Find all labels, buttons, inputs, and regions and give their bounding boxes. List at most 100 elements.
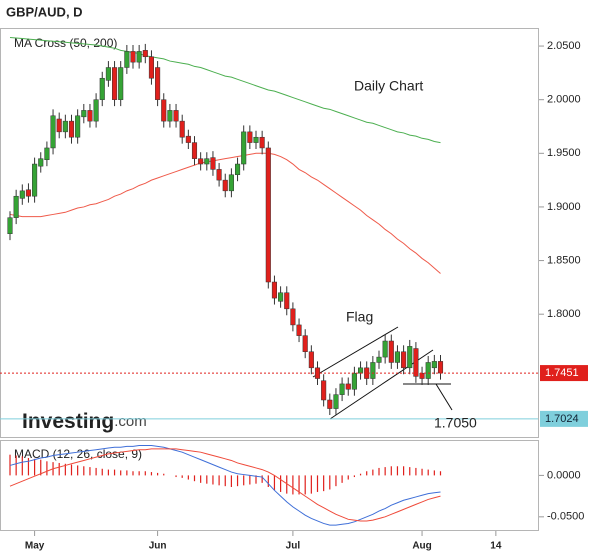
histogram-bar — [218, 475, 220, 486]
histogram-bar — [261, 475, 263, 483]
histogram-bar — [212, 475, 214, 485]
candle-body — [216, 169, 222, 181]
candle-body — [50, 115, 56, 149]
logo: Investing.com — [22, 410, 147, 433]
candle-body — [148, 56, 154, 79]
histogram-bar — [427, 469, 429, 476]
histogram-bar — [21, 456, 23, 476]
candle-body — [81, 110, 87, 118]
histogram-bar — [27, 457, 30, 476]
candle-body — [136, 51, 142, 63]
histogram-bar — [378, 467, 380, 476]
candle-body — [394, 351, 400, 363]
histogram-bar — [132, 471, 134, 476]
histogram-bar — [138, 471, 140, 476]
candle-body — [155, 67, 161, 100]
histogram-bar — [95, 467, 97, 476]
candle-body — [284, 292, 290, 310]
candle-body — [407, 346, 413, 369]
histogram-bar — [347, 475, 349, 480]
candle-body — [321, 380, 327, 401]
logo-brand: Investing — [22, 410, 114, 433]
price-label: 1.7451 — [545, 367, 579, 379]
histogram-bar — [335, 475, 337, 487]
histogram-bar — [40, 459, 42, 476]
histogram-bar — [120, 470, 122, 476]
candle-body — [185, 135, 191, 143]
candle-body — [419, 372, 425, 379]
histogram-bar — [64, 463, 66, 476]
histogram-bar — [384, 467, 386, 476]
histogram-bar — [58, 462, 60, 476]
candle-body — [388, 340, 394, 363]
candle-body — [142, 50, 148, 58]
candle-body — [339, 383, 345, 395]
candle-body — [327, 399, 333, 409]
candle-body — [382, 340, 388, 358]
price-label-box — [540, 410, 588, 427]
histogram-bar — [236, 475, 239, 487]
candle-body — [437, 361, 444, 374]
candle-body — [265, 147, 271, 283]
x-tick-label: Jun — [149, 541, 167, 552]
candle-body — [44, 147, 50, 160]
candle-body — [38, 158, 44, 167]
candle-body — [204, 158, 210, 165]
y-tick-label: 1.8000 — [547, 308, 581, 320]
histogram-bar — [310, 475, 312, 494]
candle-body — [222, 179, 228, 192]
candle-body — [7, 217, 13, 235]
candle-body — [308, 351, 314, 369]
histogram-bar — [298, 475, 300, 495]
histogram-bar — [157, 472, 159, 476]
histogram-bar — [304, 475, 306, 495]
histogram-bar — [433, 470, 435, 476]
y-tick-label: 0.0000 — [547, 469, 581, 481]
histogram-bar — [372, 469, 374, 476]
histogram-bar — [292, 475, 294, 495]
candle-body — [32, 163, 38, 197]
candle-body — [105, 67, 111, 81]
macd-panel — [0, 440, 539, 531]
y-tick-label: -0.0500 — [547, 511, 584, 523]
candle-body — [93, 99, 99, 122]
histogram-bar — [341, 475, 343, 483]
histogram-bar — [273, 475, 276, 491]
histogram-bar — [323, 475, 325, 492]
histogram-bar — [286, 475, 288, 494]
moving-average — [9, 152, 441, 274]
price-panel — [0, 28, 539, 438]
annotation: Flag — [346, 309, 373, 325]
histogram-bar — [206, 475, 208, 484]
candle-body — [173, 110, 179, 122]
candle-body — [302, 335, 308, 352]
histogram-bar — [280, 475, 282, 492]
candle-body — [278, 292, 284, 302]
annotation: 1.7050 — [434, 415, 477, 431]
candle-body — [358, 367, 364, 374]
candle-body — [333, 394, 339, 409]
histogram-bar — [396, 466, 399, 476]
y-tick-label: 1.8500 — [547, 254, 581, 266]
histogram-bar — [230, 475, 232, 487]
candle-body — [19, 190, 25, 199]
candle-body — [253, 136, 259, 143]
candle-body — [118, 67, 124, 100]
histogram-bar — [353, 475, 355, 478]
histogram-bar — [403, 466, 405, 476]
histogram-bar — [144, 471, 146, 476]
histogram-bar — [34, 458, 36, 476]
candle-body — [241, 131, 247, 165]
y-tick-label: 2.0500 — [547, 40, 581, 52]
histogram-bar — [267, 475, 269, 487]
x-tick-label: Jul — [286, 541, 301, 552]
histogram-bar — [15, 455, 17, 476]
histogram-bar — [126, 470, 128, 476]
candle-body — [351, 372, 357, 390]
candle-body — [290, 308, 296, 326]
candle-body — [161, 99, 167, 122]
candle-body — [247, 131, 253, 143]
candle-body — [345, 383, 351, 390]
logo-suffix: .com — [114, 413, 147, 430]
histogram-bar — [89, 467, 91, 476]
